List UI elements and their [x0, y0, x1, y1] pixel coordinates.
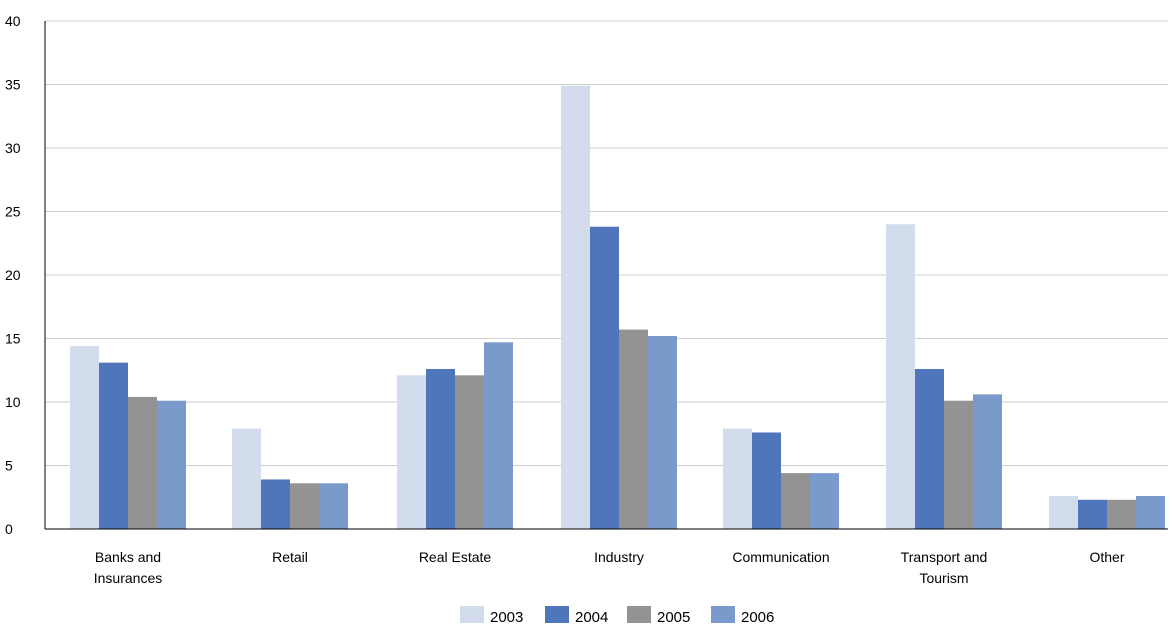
bar-2004-6 — [1078, 499, 1107, 529]
bar-2003-2 — [397, 375, 426, 529]
bar-2005-1 — [290, 483, 319, 529]
x-category-label: Retail — [272, 549, 308, 565]
y-tick-label: 40 — [5, 13, 21, 29]
bar-2003-1 — [232, 428, 261, 529]
legend-label-2004: 2004 — [575, 609, 608, 625]
bar-2005-5 — [944, 400, 973, 529]
bar-2004-2 — [426, 368, 455, 529]
bar-2004-5 — [915, 368, 944, 529]
x-category-label: Other — [1089, 549, 1124, 565]
bar-2005-0 — [128, 396, 157, 529]
bars — [70, 85, 1165, 530]
y-tick-label: 20 — [5, 267, 21, 283]
legend-swatch-2005 — [627, 606, 651, 623]
legend-label-2003: 2003 — [490, 609, 523, 625]
legend: 2003 2004 2005 2006 — [460, 606, 774, 625]
x-category-label: Industry — [594, 549, 644, 565]
bar-2003-0 — [70, 346, 99, 529]
bar-2006-0 — [157, 400, 186, 529]
legend-label-2005: 2005 — [657, 609, 690, 625]
bar-2005-2 — [455, 375, 484, 529]
y-tick-label: 25 — [5, 204, 21, 220]
bar-2004-1 — [261, 479, 290, 529]
bar-2005-4 — [781, 473, 810, 529]
bar-2003-5 — [886, 224, 915, 529]
y-tick-label: 0 — [5, 521, 13, 537]
bar-2006-3 — [648, 335, 677, 529]
bar-2006-4 — [810, 473, 839, 529]
bar-2003-6 — [1049, 495, 1078, 529]
bar-2003-4 — [723, 428, 752, 529]
bar-2006-2 — [484, 342, 513, 529]
x-category-label: Transport and — [901, 549, 988, 565]
y-tick-label: 35 — [5, 77, 21, 93]
x-category-label: Tourism — [919, 570, 968, 586]
y-axis-tick-labels: 0 5 10 15 20 25 30 35 40 — [5, 13, 21, 537]
legend-label-2006: 2006 — [741, 609, 774, 625]
y-tick-label: 30 — [5, 140, 21, 156]
bar-2006-1 — [319, 483, 348, 529]
legend-swatch-2006 — [711, 606, 735, 623]
x-category-label: Communication — [732, 549, 829, 565]
x-axis-category-labels: Banks and Insurances Retail Real Estate Indu… — [94, 549, 1125, 586]
x-category-label: Banks and — [95, 549, 161, 565]
y-tick-label: 5 — [5, 458, 13, 474]
bar-2005-6 — [1107, 499, 1136, 529]
legend-swatch-2003 — [460, 606, 484, 623]
bar-2005-3 — [619, 329, 648, 529]
bar-2004-3 — [590, 226, 619, 530]
bar-2006-6 — [1136, 495, 1165, 529]
bar-2004-0 — [99, 362, 128, 529]
legend-swatch-2004 — [545, 606, 569, 623]
x-category-label: Insurances — [94, 570, 162, 586]
y-tick-label: 10 — [5, 394, 21, 410]
bar-2006-5 — [973, 394, 1002, 529]
x-category-label: Real Estate — [419, 549, 492, 565]
bar-2003-3 — [561, 85, 590, 530]
y-tick-label: 15 — [5, 331, 21, 347]
axes — [44, 21, 1168, 530]
bar-2004-4 — [752, 432, 781, 529]
